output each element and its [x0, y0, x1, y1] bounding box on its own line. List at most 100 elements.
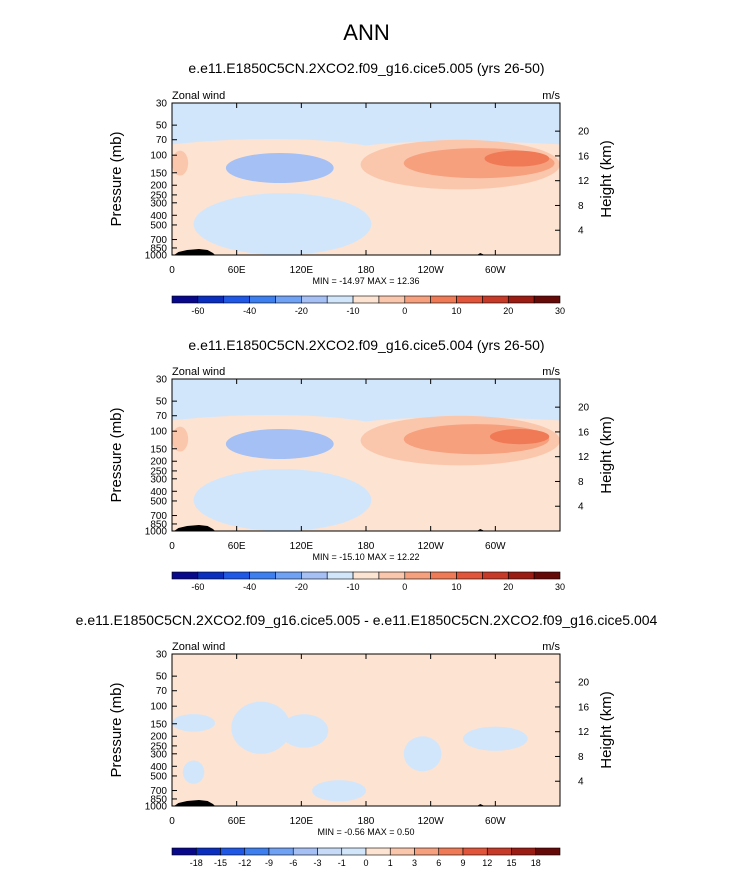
colorbar-tick-label: 30	[555, 306, 565, 316]
right-tick-label: 8	[578, 201, 584, 212]
right-tick-label: 12	[578, 452, 590, 463]
colorbar-swatch	[326, 571, 354, 580]
contour-region-3	[484, 150, 550, 167]
contour-region-7	[312, 780, 366, 802]
y-tick-label: 700	[150, 786, 167, 797]
topography-africa	[174, 525, 216, 531]
y-tick-label: 300	[150, 749, 167, 760]
variable-label: Zonal wind	[172, 366, 225, 378]
colorbar-tick-label: 9	[460, 858, 465, 868]
contour-region-7	[193, 193, 372, 255]
colorbar-tick-label: 20	[503, 306, 513, 316]
panel-2-title: e.e11.E1850C5CN.2XCO2.f09_g16.cice5.004 …	[188, 337, 545, 353]
y-tick-label: 50	[156, 672, 168, 683]
min-max-stats: MIN = -0.56 MAX = 0.50	[317, 827, 414, 837]
right-axis-title: Height (km)	[598, 691, 615, 769]
colorbar-tick-label: 0	[402, 306, 407, 316]
y-tick-label: 250	[150, 741, 167, 752]
y-tick-label: 500	[150, 220, 167, 231]
colorbar-swatch	[244, 847, 270, 856]
colorbar-tick-label: 20	[503, 582, 513, 592]
colorbar-2: -60 -40 -20 -10 0 10 20 30	[171, 571, 565, 592]
x-tick-label: 180	[358, 816, 375, 827]
colorbar-swatch	[268, 847, 294, 856]
contour-region-1	[172, 714, 216, 732]
colorbar-tick-label: -6	[289, 858, 297, 868]
colorbar-tick-label: 10	[452, 582, 462, 592]
x-tick-label: 60E	[228, 265, 246, 276]
x-tick-label: 0	[169, 541, 175, 552]
x-tick-label: 60W	[485, 265, 506, 276]
contour-region-5	[463, 726, 528, 751]
colorbar-tick-label: -60	[191, 582, 204, 592]
right-tick-label: 8	[578, 477, 584, 488]
y-tick-label: 400	[150, 487, 167, 498]
colorbar-swatch	[275, 571, 302, 580]
colorbar-tick-label: -12	[238, 858, 251, 868]
colorbar-swatch	[389, 847, 415, 856]
x-tick-label: 0	[169, 265, 175, 276]
contour-region-6	[172, 150, 189, 176]
colorbar-tick-label: -40	[243, 582, 256, 592]
x-tick-label: 0	[169, 816, 175, 827]
contour-region-4	[225, 152, 334, 184]
colorbar-swatch	[533, 571, 561, 580]
y-tick-label: 150	[150, 168, 167, 179]
x-tick-label: 120W	[418, 541, 445, 552]
colorbar-tick-label: -20	[295, 582, 308, 592]
colorbar-tick-label: -15	[214, 858, 227, 868]
colorbar-swatch	[341, 847, 367, 856]
y-tick-label: 400	[150, 762, 167, 773]
colorbar-swatch	[482, 571, 509, 580]
y-tick-label: 300	[150, 474, 167, 485]
units-label: m/s	[542, 90, 560, 102]
right-tick-label: 8	[578, 752, 584, 763]
colorbar-tick-label: -1	[338, 858, 346, 868]
right-tick-label: 20	[578, 678, 590, 689]
colorbar-swatch	[482, 295, 509, 304]
y-tick-label: 250	[150, 466, 167, 477]
colorbar-tick-label: -10	[347, 582, 360, 592]
x-tick-label: 120W	[418, 265, 445, 276]
right-tick-label: 12	[578, 176, 590, 187]
right-axis-title: Height (km)	[598, 140, 615, 218]
colorbar-tick-label: -9	[265, 858, 273, 868]
colorbar-tick-label: 6	[436, 858, 441, 868]
x-tick-label: 180	[358, 265, 375, 276]
right-tick-label: 20	[578, 403, 590, 414]
y-tick-label: 50	[156, 397, 168, 408]
y-tick-label: 100	[150, 702, 167, 713]
colorbar-swatch	[171, 295, 199, 304]
variable-label: Zonal wind	[172, 641, 225, 653]
contour-region-6	[182, 760, 205, 784]
colorbar-swatch	[430, 571, 457, 580]
colorbar-tick-label: 15	[506, 858, 516, 868]
y-tick-label: 500	[150, 771, 167, 782]
colorbar-tick-label: -10	[347, 306, 360, 316]
colorbar-swatch	[223, 295, 250, 304]
colorbar-swatch	[414, 847, 440, 856]
colorbar-swatch	[171, 571, 199, 580]
colorbar-swatch	[456, 295, 483, 304]
y-tick-label: 400	[150, 211, 167, 222]
colorbar-swatch	[511, 847, 537, 856]
colorbar-tick-label: 1	[388, 858, 393, 868]
x-tick-label: 120E	[290, 265, 314, 276]
colorbar-tick-label: -20	[295, 306, 308, 316]
colorbar-swatch	[292, 847, 318, 856]
x-tick-label: 60E	[228, 541, 246, 552]
colorbar-swatch	[378, 295, 406, 304]
y-tick-label: 850	[150, 519, 167, 530]
colorbar-swatch	[352, 571, 380, 580]
colorbar-tick-label: 0	[363, 858, 368, 868]
x-tick-label: 60W	[485, 816, 506, 827]
colorbar-swatch	[462, 847, 488, 856]
colorbar-3: -18 -15 -12 -9 -6 -3 -1 0 1 3 6 9 12 15 18	[171, 847, 561, 868]
colorbar-1: -60 -40 -20 -10 0 10 20 30	[171, 295, 565, 316]
colorbar-swatch	[301, 295, 328, 304]
y-tick-label: 150	[150, 719, 167, 730]
colorbar-swatch	[249, 295, 276, 304]
y-tick-label: 850	[150, 243, 167, 254]
